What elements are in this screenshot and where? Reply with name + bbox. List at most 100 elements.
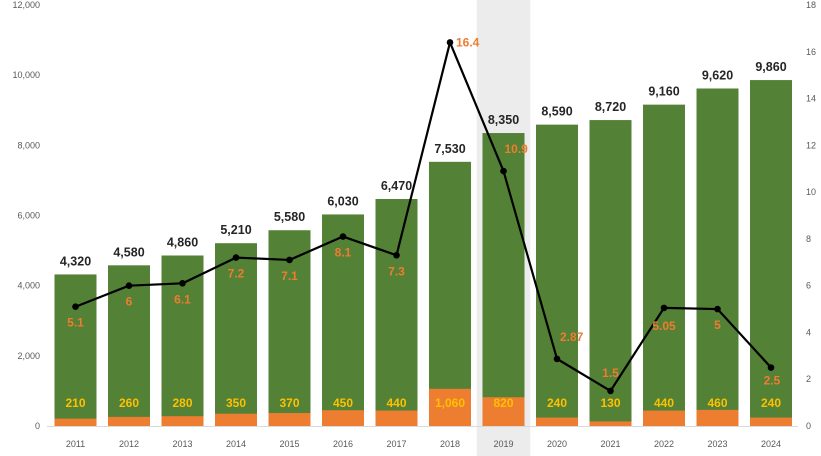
rate-point xyxy=(553,355,561,363)
subset-bar xyxy=(482,397,525,426)
subset-data-label: 260 xyxy=(119,396,139,410)
rate-data-label: 2.87 xyxy=(560,330,584,344)
rate-point xyxy=(660,304,668,312)
y-right-tick-label: 10 xyxy=(806,187,816,197)
subset-data-label: 240 xyxy=(547,396,567,410)
rate-data-label: 6.1 xyxy=(174,292,191,306)
rate-data-label: 5.1 xyxy=(67,316,84,330)
x-tick-label: 2014 xyxy=(226,439,246,449)
y-right-tick-label: 8 xyxy=(806,234,811,244)
rate-point xyxy=(500,167,507,175)
subset-data-label: 440 xyxy=(654,396,674,410)
rate-data-label: 7.3 xyxy=(388,264,405,278)
rate-data-label: 10.9 xyxy=(505,142,529,156)
y-right-tick-label: 0 xyxy=(806,421,811,431)
total-data-label: 9,620 xyxy=(702,68,733,82)
y-right-tick-label: 18 xyxy=(806,0,816,10)
total-data-label: 9,160 xyxy=(648,85,679,99)
rate-data-label: 5 xyxy=(714,318,721,332)
subset-data-label: 130 xyxy=(600,396,620,410)
subset-bar xyxy=(696,409,739,426)
total-data-label: 4,860 xyxy=(167,235,198,249)
total-bar xyxy=(215,243,257,426)
x-tick-label: 2023 xyxy=(707,439,727,449)
y-right-tick-label: 16 xyxy=(806,47,816,57)
subset-bar xyxy=(750,417,792,426)
total-bar xyxy=(696,88,739,426)
total-bar xyxy=(589,120,632,426)
x-tick-label: 2017 xyxy=(386,439,406,449)
y-right-tick-label: 6 xyxy=(806,281,811,291)
subset-bar xyxy=(536,417,578,426)
subset-data-label: 460 xyxy=(707,396,727,410)
x-tick-label: 2016 xyxy=(333,439,353,449)
y-right-tick-label: 12 xyxy=(806,140,816,150)
total-data-label: 5,580 xyxy=(274,210,305,224)
rate-point xyxy=(72,303,79,311)
total-data-label: 8,350 xyxy=(488,113,519,127)
rate-line xyxy=(75,41,772,393)
rate-data-label: 16.4 xyxy=(456,35,480,49)
rate-point xyxy=(607,387,614,395)
subset-bar xyxy=(215,413,257,426)
total-data-label: 6,030 xyxy=(327,194,358,208)
rate-data-label: 8.1 xyxy=(335,246,352,260)
rate-data-label: 2.5 xyxy=(764,374,781,388)
total-data-label: 4,580 xyxy=(113,245,144,259)
y-right-tick-label: 4 xyxy=(806,327,811,337)
rate-point xyxy=(125,282,133,289)
y-right-tick-label: 14 xyxy=(806,94,816,104)
rate-point xyxy=(767,364,775,371)
subset-data-label: 370 xyxy=(279,396,299,410)
total-bar xyxy=(375,199,418,426)
x-tick-label: 2012 xyxy=(119,439,139,449)
total-data-label: 8,590 xyxy=(541,105,572,119)
y-left-tick-label: 10,000 xyxy=(12,70,40,80)
total-data-label: 5,210 xyxy=(220,223,251,237)
y-left-tick-label: 6,000 xyxy=(17,211,40,221)
subset-data-label: 820 xyxy=(493,396,513,410)
subset-bar xyxy=(268,413,311,426)
total-bar xyxy=(536,124,578,427)
total-bar xyxy=(322,214,364,426)
x-tick-label: 2022 xyxy=(654,439,674,449)
total-bar xyxy=(482,133,525,426)
subset-data-label: 440 xyxy=(386,396,406,410)
x-tick-label: 2015 xyxy=(279,439,299,449)
y-left-tick-label: 2,000 xyxy=(17,351,40,361)
rate-point xyxy=(179,280,186,287)
subset-data-label: 210 xyxy=(65,396,85,410)
rate-data-label: 5.05 xyxy=(652,319,676,333)
y-left-tick-label: 12,000 xyxy=(12,0,40,10)
subset-bar xyxy=(375,410,418,426)
y-left-tick-label: 0 xyxy=(35,421,40,431)
subset-data-label: 450 xyxy=(333,396,353,410)
total-bar xyxy=(429,161,471,426)
rate-point xyxy=(339,233,347,240)
x-tick-label: 2018 xyxy=(440,439,460,449)
subset-data-label: 280 xyxy=(172,396,192,410)
x-tick-label: 2019 xyxy=(493,439,513,449)
total-data-label: 9,860 xyxy=(755,60,786,74)
rate-point xyxy=(446,39,454,46)
subset-bar xyxy=(589,421,632,426)
subset-data-label: 350 xyxy=(226,396,246,410)
total-data-label: 4,320 xyxy=(60,254,91,268)
rate-data-label: 7.1 xyxy=(281,269,298,283)
total-data-label: 6,470 xyxy=(381,179,412,193)
x-tick-label: 2024 xyxy=(761,439,781,449)
subset-bar xyxy=(429,388,471,426)
x-tick-label: 2020 xyxy=(547,439,567,449)
x-tick-label: 2011 xyxy=(66,439,85,449)
total-data-label: 7,530 xyxy=(434,142,465,156)
subset-bar xyxy=(108,416,150,426)
subset-bar xyxy=(54,418,97,426)
total-bar xyxy=(54,274,97,426)
total-data-label: 8,720 xyxy=(595,100,626,114)
rate-data-label: 6 xyxy=(126,295,133,309)
y-right-tick-label: 2 xyxy=(806,374,811,384)
subset-data-label: 1,060 xyxy=(435,396,465,410)
rate-point xyxy=(232,254,240,261)
subset-bar xyxy=(161,416,204,426)
